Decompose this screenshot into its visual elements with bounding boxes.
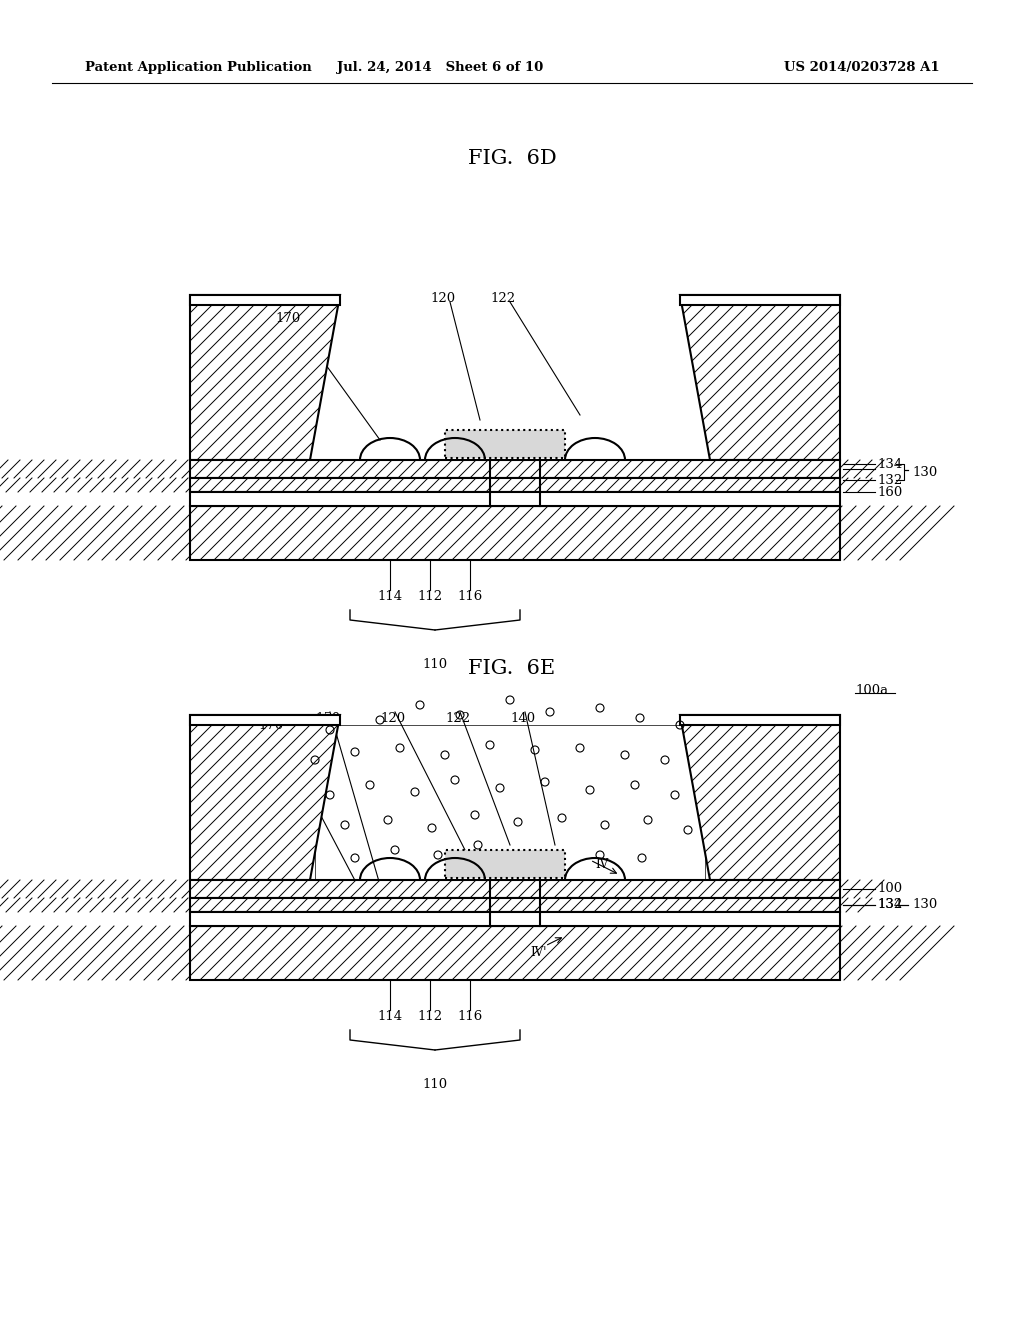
Bar xyxy=(680,715,840,725)
Text: 170: 170 xyxy=(258,719,284,733)
Text: 132: 132 xyxy=(877,474,902,487)
Text: 122: 122 xyxy=(490,292,515,305)
Text: US 2014/0203728 A1: US 2014/0203728 A1 xyxy=(784,62,940,74)
Text: FIG.  6D: FIG. 6D xyxy=(468,149,556,168)
Text: 114: 114 xyxy=(378,590,402,603)
Text: IV': IV' xyxy=(530,946,547,960)
Text: 130: 130 xyxy=(912,899,937,912)
Text: 114: 114 xyxy=(378,1010,402,1023)
Text: 132: 132 xyxy=(877,899,902,912)
Text: 150: 150 xyxy=(315,711,340,725)
Bar xyxy=(190,492,840,506)
Text: IV: IV xyxy=(595,858,608,871)
Bar xyxy=(190,294,340,305)
Text: 112: 112 xyxy=(418,590,442,603)
Bar xyxy=(190,912,840,927)
Polygon shape xyxy=(680,715,840,880)
Text: FIG.  6E: FIG. 6E xyxy=(468,659,556,677)
Bar xyxy=(680,294,840,305)
Text: 134: 134 xyxy=(877,899,902,912)
Text: 116: 116 xyxy=(458,590,482,603)
Bar xyxy=(190,715,340,725)
Bar xyxy=(445,430,565,458)
Text: Jul. 24, 2014   Sheet 6 of 10: Jul. 24, 2014 Sheet 6 of 10 xyxy=(337,62,543,74)
Bar xyxy=(190,459,840,478)
Text: Patent Application Publication: Patent Application Publication xyxy=(85,62,311,74)
Bar xyxy=(190,927,840,979)
Text: 110: 110 xyxy=(423,657,447,671)
Text: 100a: 100a xyxy=(855,684,888,697)
Bar xyxy=(190,506,840,560)
Text: 100: 100 xyxy=(877,883,902,895)
Bar xyxy=(190,880,840,898)
Text: 134: 134 xyxy=(877,458,902,470)
Text: 122: 122 xyxy=(445,711,470,725)
Text: 120: 120 xyxy=(380,711,406,725)
Bar xyxy=(445,850,565,878)
Text: 120: 120 xyxy=(430,292,455,305)
Text: 110: 110 xyxy=(423,1078,447,1092)
Text: 130: 130 xyxy=(912,466,937,479)
Text: 140: 140 xyxy=(510,711,536,725)
Text: 112: 112 xyxy=(418,1010,442,1023)
Polygon shape xyxy=(190,715,340,880)
Text: 116: 116 xyxy=(458,1010,482,1023)
Polygon shape xyxy=(680,294,840,459)
Polygon shape xyxy=(190,294,340,459)
Bar xyxy=(315,725,705,880)
Bar xyxy=(190,478,840,492)
Text: 170: 170 xyxy=(275,312,300,325)
Text: 160: 160 xyxy=(877,486,902,499)
Bar xyxy=(190,898,840,912)
